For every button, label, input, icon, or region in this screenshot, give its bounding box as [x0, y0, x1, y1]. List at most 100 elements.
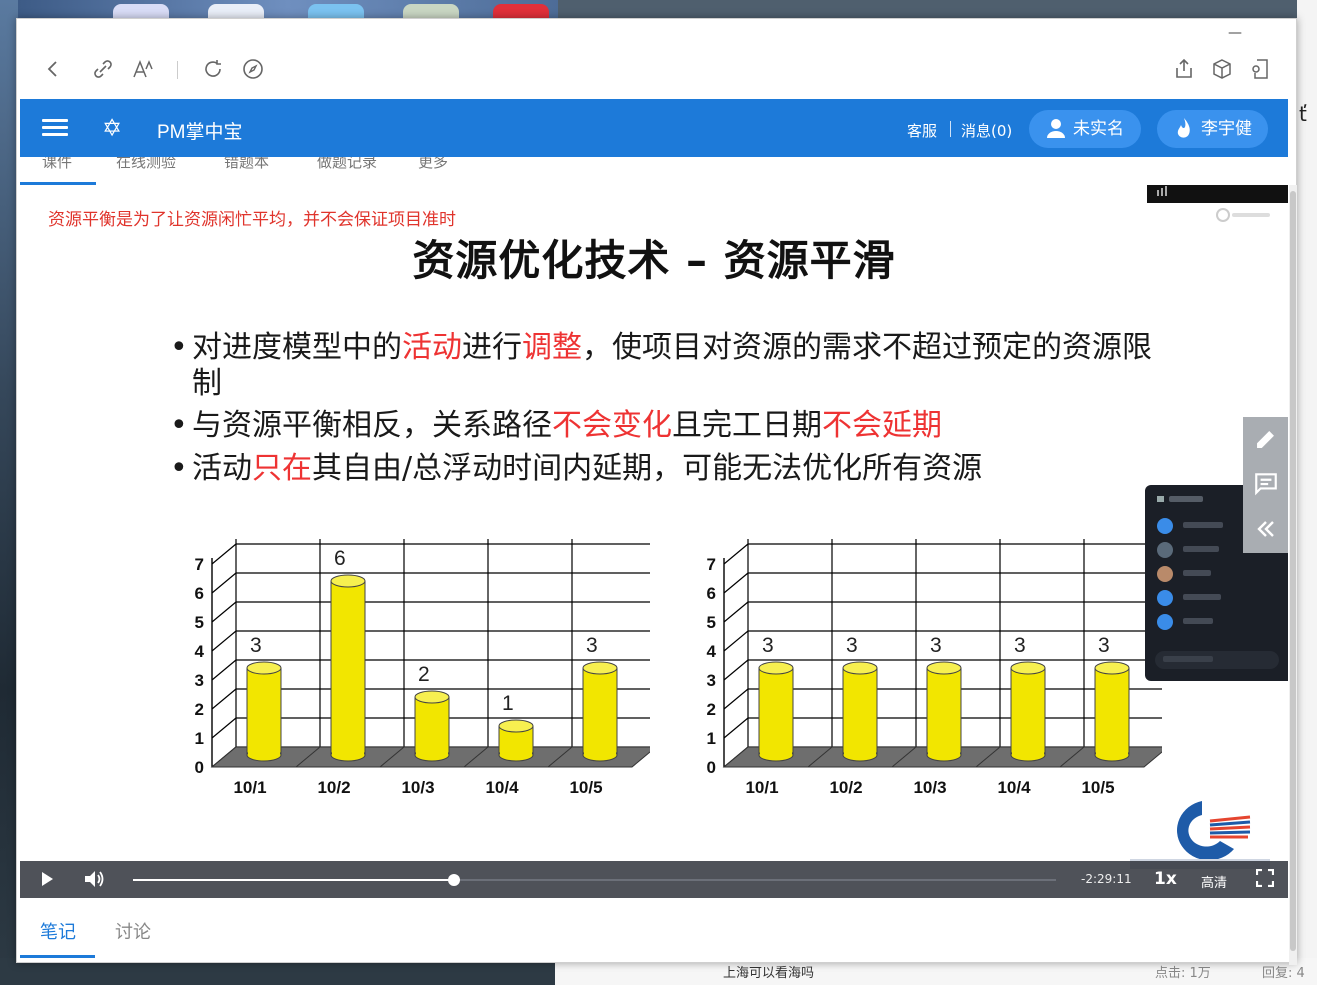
live-stream-bar[interactable] [1147, 185, 1288, 203]
y-tick-label: 2 [195, 700, 204, 719]
chat-message [1157, 517, 1277, 534]
bar-fill [416, 697, 448, 755]
customer-service-link[interactable]: 客服 [907, 122, 938, 140]
background-page-glyph: ť [1299, 102, 1307, 126]
bullet-highlight: 活动 [402, 330, 462, 365]
fullscreen-icon[interactable] [1256, 869, 1274, 887]
quality-button[interactable]: 高清 [1201, 876, 1228, 891]
progress-bar[interactable] [133, 874, 1056, 886]
minimize-icon[interactable]: — [1228, 25, 1242, 41]
tab-notes[interactable]: 笔记 [40, 922, 76, 942]
chat-message [1157, 541, 1277, 558]
slide-title: 资源优化技术 – 资源平滑 [412, 236, 896, 285]
bullet-text: 对进度模型中的活动进行调整，使项目对资源的需求不超过预定的资源限制 [170, 330, 1170, 402]
bar-fill [1096, 668, 1128, 755]
bar-top [498, 719, 534, 733]
data-label: 6 [334, 547, 346, 570]
subtab[interactable]: 做题记录 [317, 157, 378, 171]
user-name: 李宇健 [1201, 119, 1252, 139]
player-controls: -2:29:11 1x 高清 [20, 861, 1288, 898]
subtab[interactable]: 错题本 [224, 157, 270, 171]
grid-line [211, 572, 237, 594]
background-link[interactable]: 上海可以看海吗 [723, 966, 815, 981]
user-profile-button[interactable]: 李宇健 [1157, 110, 1268, 148]
slide-bullet: • 对进度模型中的活动进行调整，使项目对资源的需求不超过预定的资源限制 [170, 330, 1170, 402]
chat-input[interactable] [1155, 651, 1279, 669]
header-divider [950, 121, 951, 137]
resource-histogram-before: 0 1 2 3 4 5 6 7 3 10/1 6 10/2 2 10/3 1 10/4 3 10/5 [195, 539, 650, 797]
background-views: 点击: 1万 [1155, 966, 1211, 981]
slide-annotation: 资源平衡是为了让资源闲忙平均，并不会保证项目准时 [48, 210, 456, 229]
y-tick-label: 7 [707, 555, 716, 574]
bar [414, 690, 450, 762]
cube-icon[interactable] [1210, 57, 1234, 81]
bar-top [758, 661, 794, 675]
scrollbar[interactable] [1289, 185, 1297, 965]
x-tick-label: 10/4 [997, 778, 1031, 797]
x-tick-label: 10/5 [1081, 778, 1114, 797]
pencil-icon[interactable] [1243, 417, 1288, 461]
screenshot-icon[interactable] [1249, 57, 1273, 81]
x-tick-label: 10/1 [233, 778, 266, 797]
messages-link[interactable]: 消息(0) [961, 122, 1013, 140]
comment-icon[interactable] [1243, 461, 1288, 505]
app-header: ✡ PM掌中宝 客服 消息(0) 未实名 李宇健 [20, 99, 1288, 157]
floor-divider [463, 746, 489, 768]
playback-speed-button[interactable]: 1x [1154, 869, 1177, 889]
y-tick-label: 1 [707, 729, 716, 748]
grid-line [211, 688, 237, 710]
refresh-icon[interactable] [201, 57, 225, 81]
play-icon[interactable] [39, 871, 55, 887]
share-icon[interactable] [1172, 57, 1196, 81]
app-title[interactable]: PM掌中宝 [157, 122, 243, 143]
verify-identity-button[interactable]: 未实名 [1029, 110, 1141, 148]
bullet-segment: 与资源平衡相反，关系路径 [192, 408, 552, 443]
hamburger-menu-icon[interactable] [42, 119, 68, 137]
subtab[interactable]: 课件 [42, 157, 73, 171]
desktop-taskbar-strip [18, 0, 558, 26]
bar [330, 574, 366, 762]
compass-icon[interactable] [241, 57, 265, 81]
grid-line [723, 659, 749, 681]
progress-handle[interactable] [448, 874, 461, 886]
y-tick-label: 4 [195, 642, 205, 661]
grid-line [211, 717, 237, 739]
resource-histogram-after: 0 1 2 3 4 5 6 7 3 10/1 3 10/2 3 10/3 3 10/4 3 10/5 [707, 539, 1162, 797]
background-page-edge: ť [1297, 0, 1317, 985]
subtab-active-indicator [20, 182, 96, 185]
video-watermark [1216, 208, 1272, 225]
bullet-segment: 对进度模型中的 [192, 330, 402, 365]
data-label: 3 [846, 634, 858, 657]
side-toolbar [1243, 417, 1288, 553]
chat-message [1157, 589, 1277, 606]
bar [1010, 661, 1046, 762]
century-logo [1130, 801, 1270, 869]
floor-divider [547, 746, 573, 768]
bar-top [246, 661, 282, 675]
bar-top [1094, 661, 1130, 675]
y-tick-label: 5 [707, 613, 716, 632]
volume-icon[interactable] [84, 870, 106, 888]
back-arrow-icon[interactable] [41, 57, 65, 81]
video-player[interactable]: 资源平衡是为了让资源闲忙平均，并不会保证项目准时 资源优化技术 – 资源平滑 •… [20, 185, 1288, 898]
bar-top [842, 661, 878, 675]
bar-fill [760, 668, 792, 755]
grid-line [211, 659, 237, 681]
bar-top [926, 661, 962, 675]
y-tick-label: 0 [707, 758, 716, 777]
collapse-double-chevron-icon[interactable] [1243, 507, 1288, 551]
bar [842, 661, 878, 762]
data-label: 3 [930, 634, 942, 657]
y-tick-label: 6 [707, 584, 716, 603]
subtab[interactable]: 在线测验 [116, 157, 177, 171]
tab-discussion[interactable]: 讨论 [115, 922, 151, 942]
subtab[interactable]: 更多 [418, 157, 449, 171]
bullet-highlight: 调整 [522, 330, 582, 365]
link-icon[interactable] [91, 57, 115, 81]
bar-top [582, 661, 618, 675]
x-tick-label: 10/4 [485, 778, 519, 797]
toolbar-divider [177, 61, 178, 79]
data-label: 2 [418, 663, 430, 686]
bullet-highlight: 不会延期 [822, 408, 942, 443]
font-size-icon[interactable] [131, 57, 155, 81]
